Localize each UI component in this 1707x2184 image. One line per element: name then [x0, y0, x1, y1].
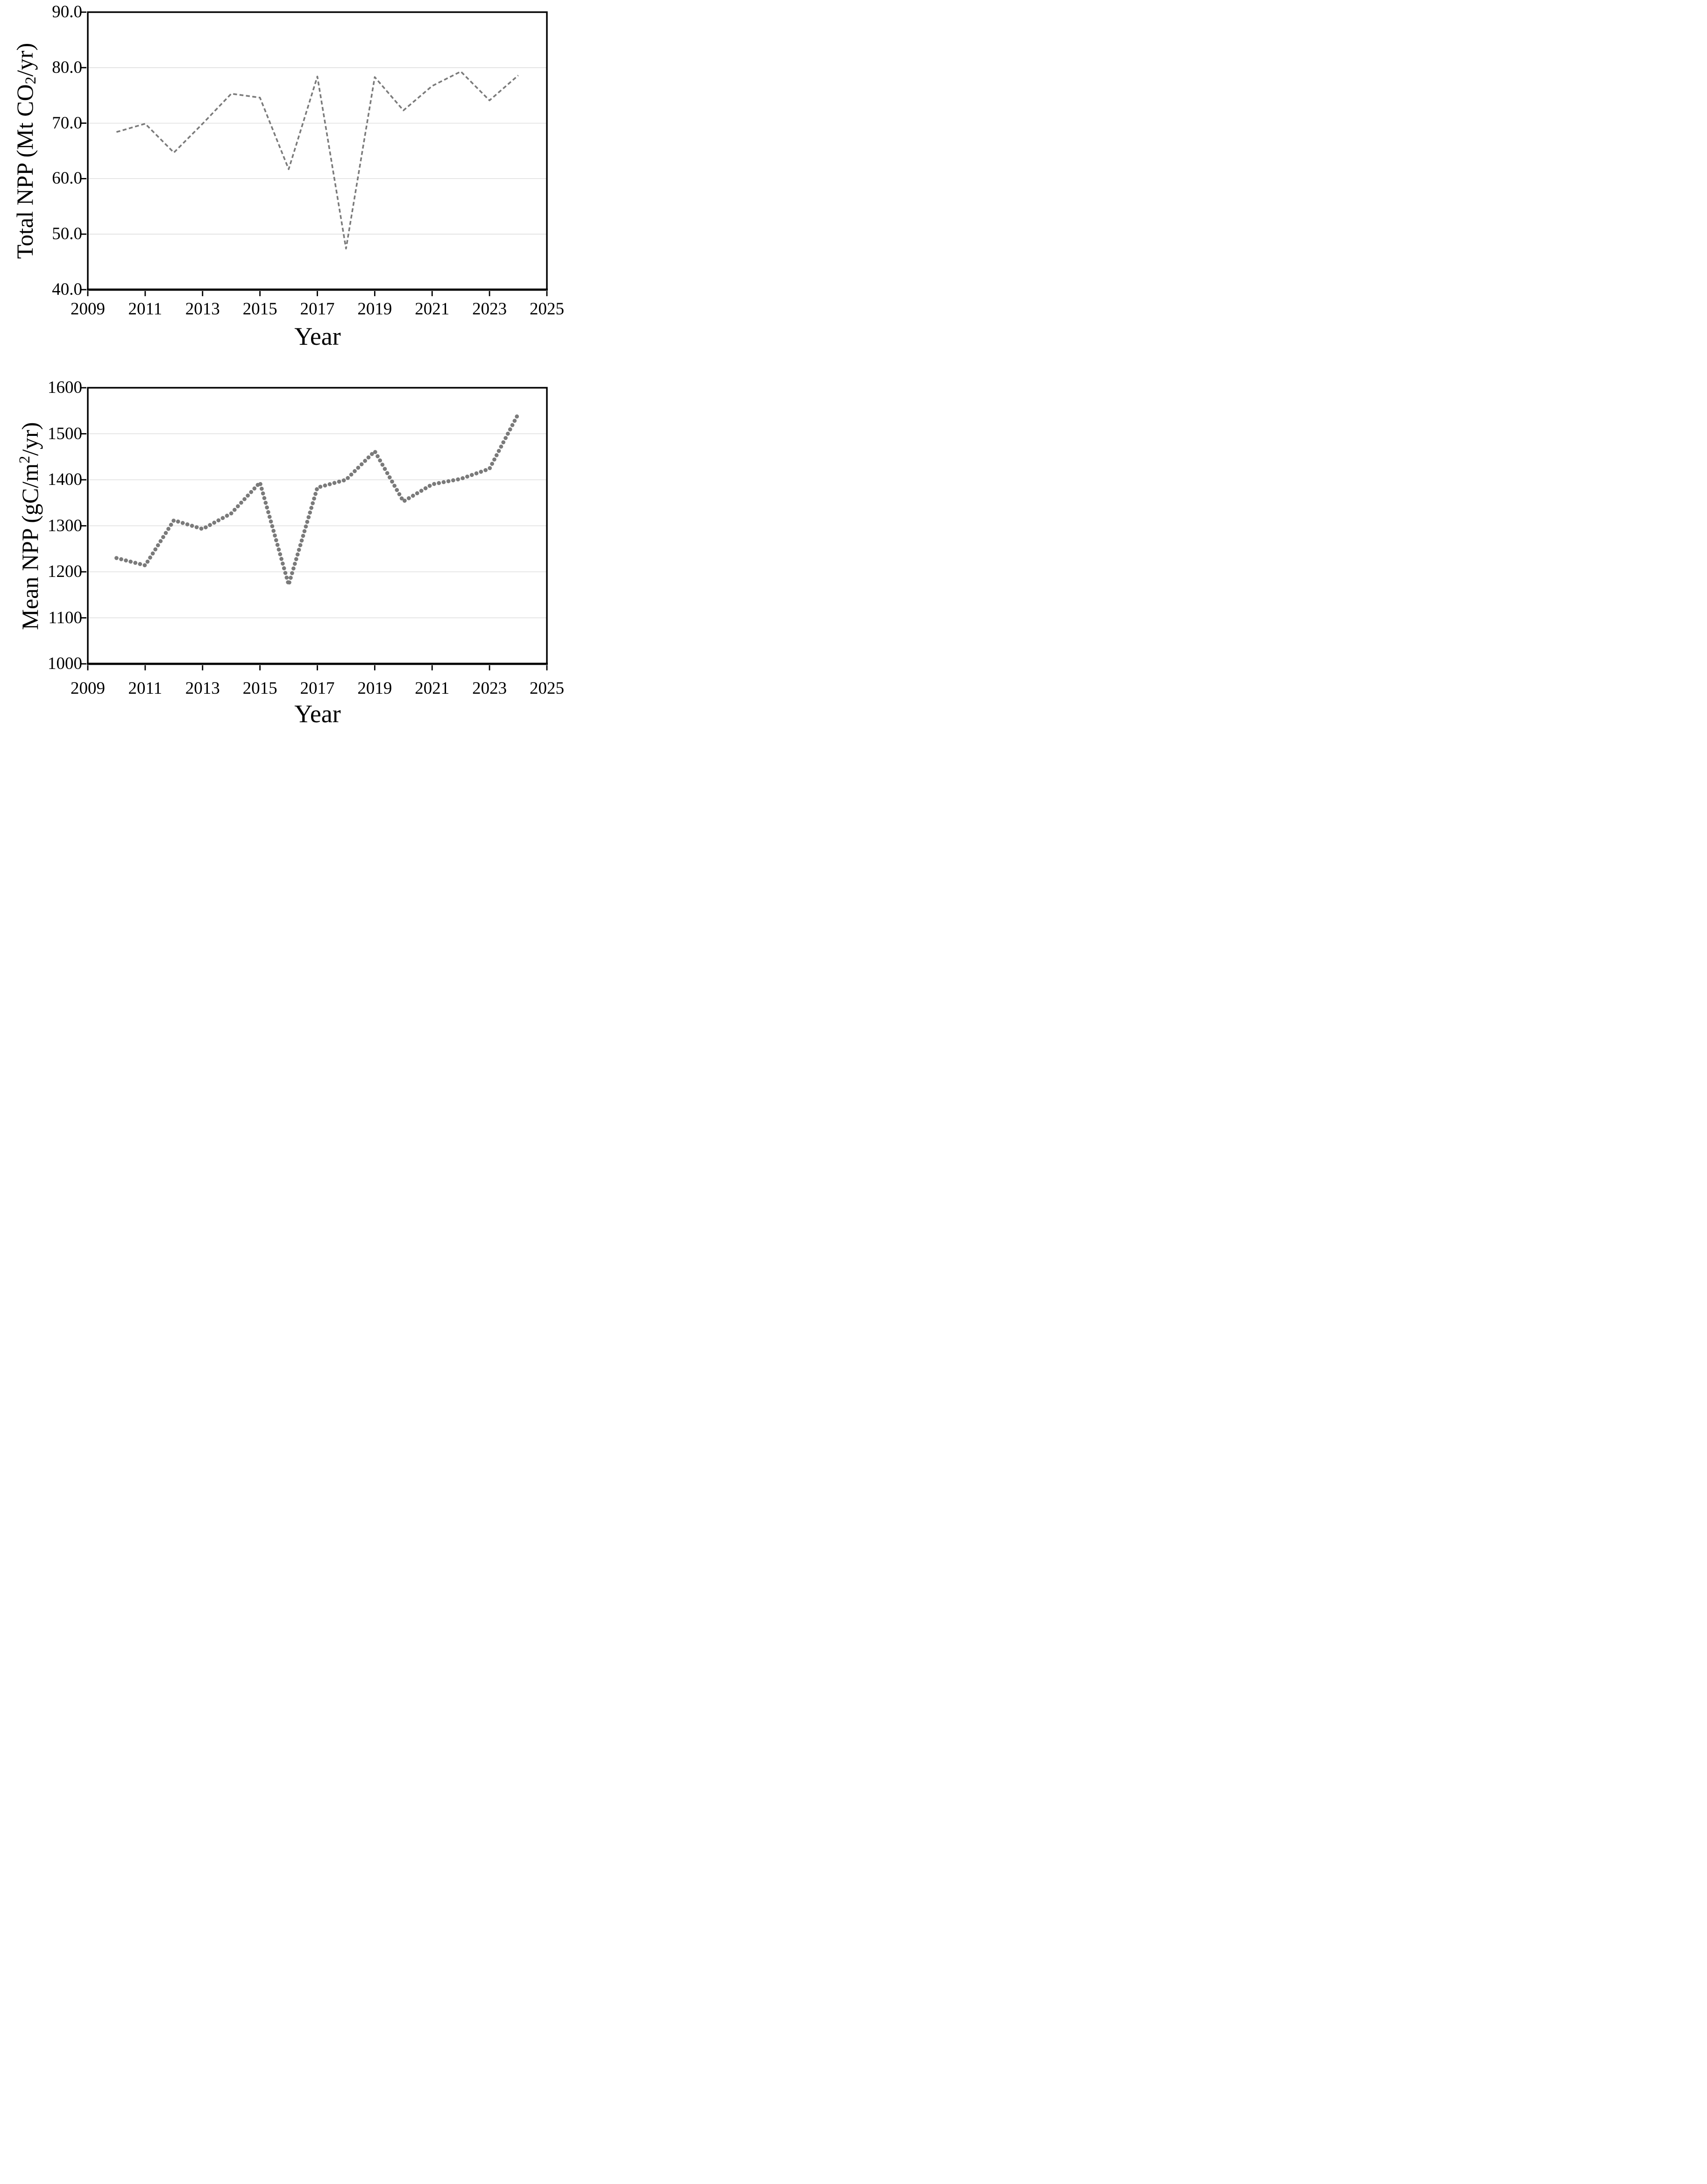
y-title-superscript: 2 [16, 455, 33, 463]
y-tick-label: 1100 [48, 608, 82, 627]
plot-border [87, 11, 548, 291]
y-tick-label: 1600 [48, 378, 82, 397]
y-tick-label: 1300 [48, 516, 82, 535]
y-tick-label: 1500 [48, 424, 82, 443]
x-tick-label: 2017 [300, 299, 335, 319]
figure: Total NPP (Mt CO2/yr) Year Mean NPP (gC/… [0, 0, 569, 728]
x-tick-label: 2015 [242, 299, 277, 319]
top-chart-x-axis-title: Year [294, 322, 341, 350]
x-tick-label: 2023 [472, 299, 507, 319]
y-tick-label: 60.0 [52, 169, 82, 188]
x-tick-label: 2023 [472, 679, 507, 698]
series-line-dotted [114, 412, 520, 587]
series-line-dashed [116, 71, 519, 249]
y-tick-label: 1200 [48, 562, 82, 581]
x-tick-label: 2019 [357, 679, 392, 698]
x-tick-label: 2013 [185, 679, 220, 698]
x-tick-label: 2021 [415, 299, 450, 319]
x-tick-label: 2009 [71, 679, 105, 698]
x-tick-label: 2019 [357, 299, 392, 319]
plot-canvas [81, 11, 548, 670]
y-tick-label: 1000 [48, 654, 82, 673]
x-tick-label: 2011 [128, 679, 163, 698]
x-tick-label: 2013 [185, 299, 220, 319]
x-tick-label: 2017 [300, 679, 335, 698]
x-tick-label: 2021 [415, 679, 450, 698]
x-tick-label: 2025 [530, 679, 564, 698]
x-tick-label: 2015 [242, 679, 277, 698]
bottom-chart-x-axis-title: Year [294, 700, 341, 728]
y-tick-label: 90.0 [52, 2, 82, 21]
y-tick-label: 70.0 [52, 113, 82, 133]
y-tick-label: 1400 [48, 470, 82, 489]
y-tick-label: 40.0 [52, 280, 82, 299]
y-tick-label: 50.0 [52, 224, 82, 244]
x-tick-label: 2025 [530, 299, 564, 319]
x-tick-label: 2009 [71, 299, 105, 319]
top-chart-y-axis-title: Total NPP (Mt CO2/yr) [12, 0, 39, 314]
x-tick-label: 2011 [128, 299, 163, 319]
y-tick-label: 80.0 [52, 57, 82, 77]
